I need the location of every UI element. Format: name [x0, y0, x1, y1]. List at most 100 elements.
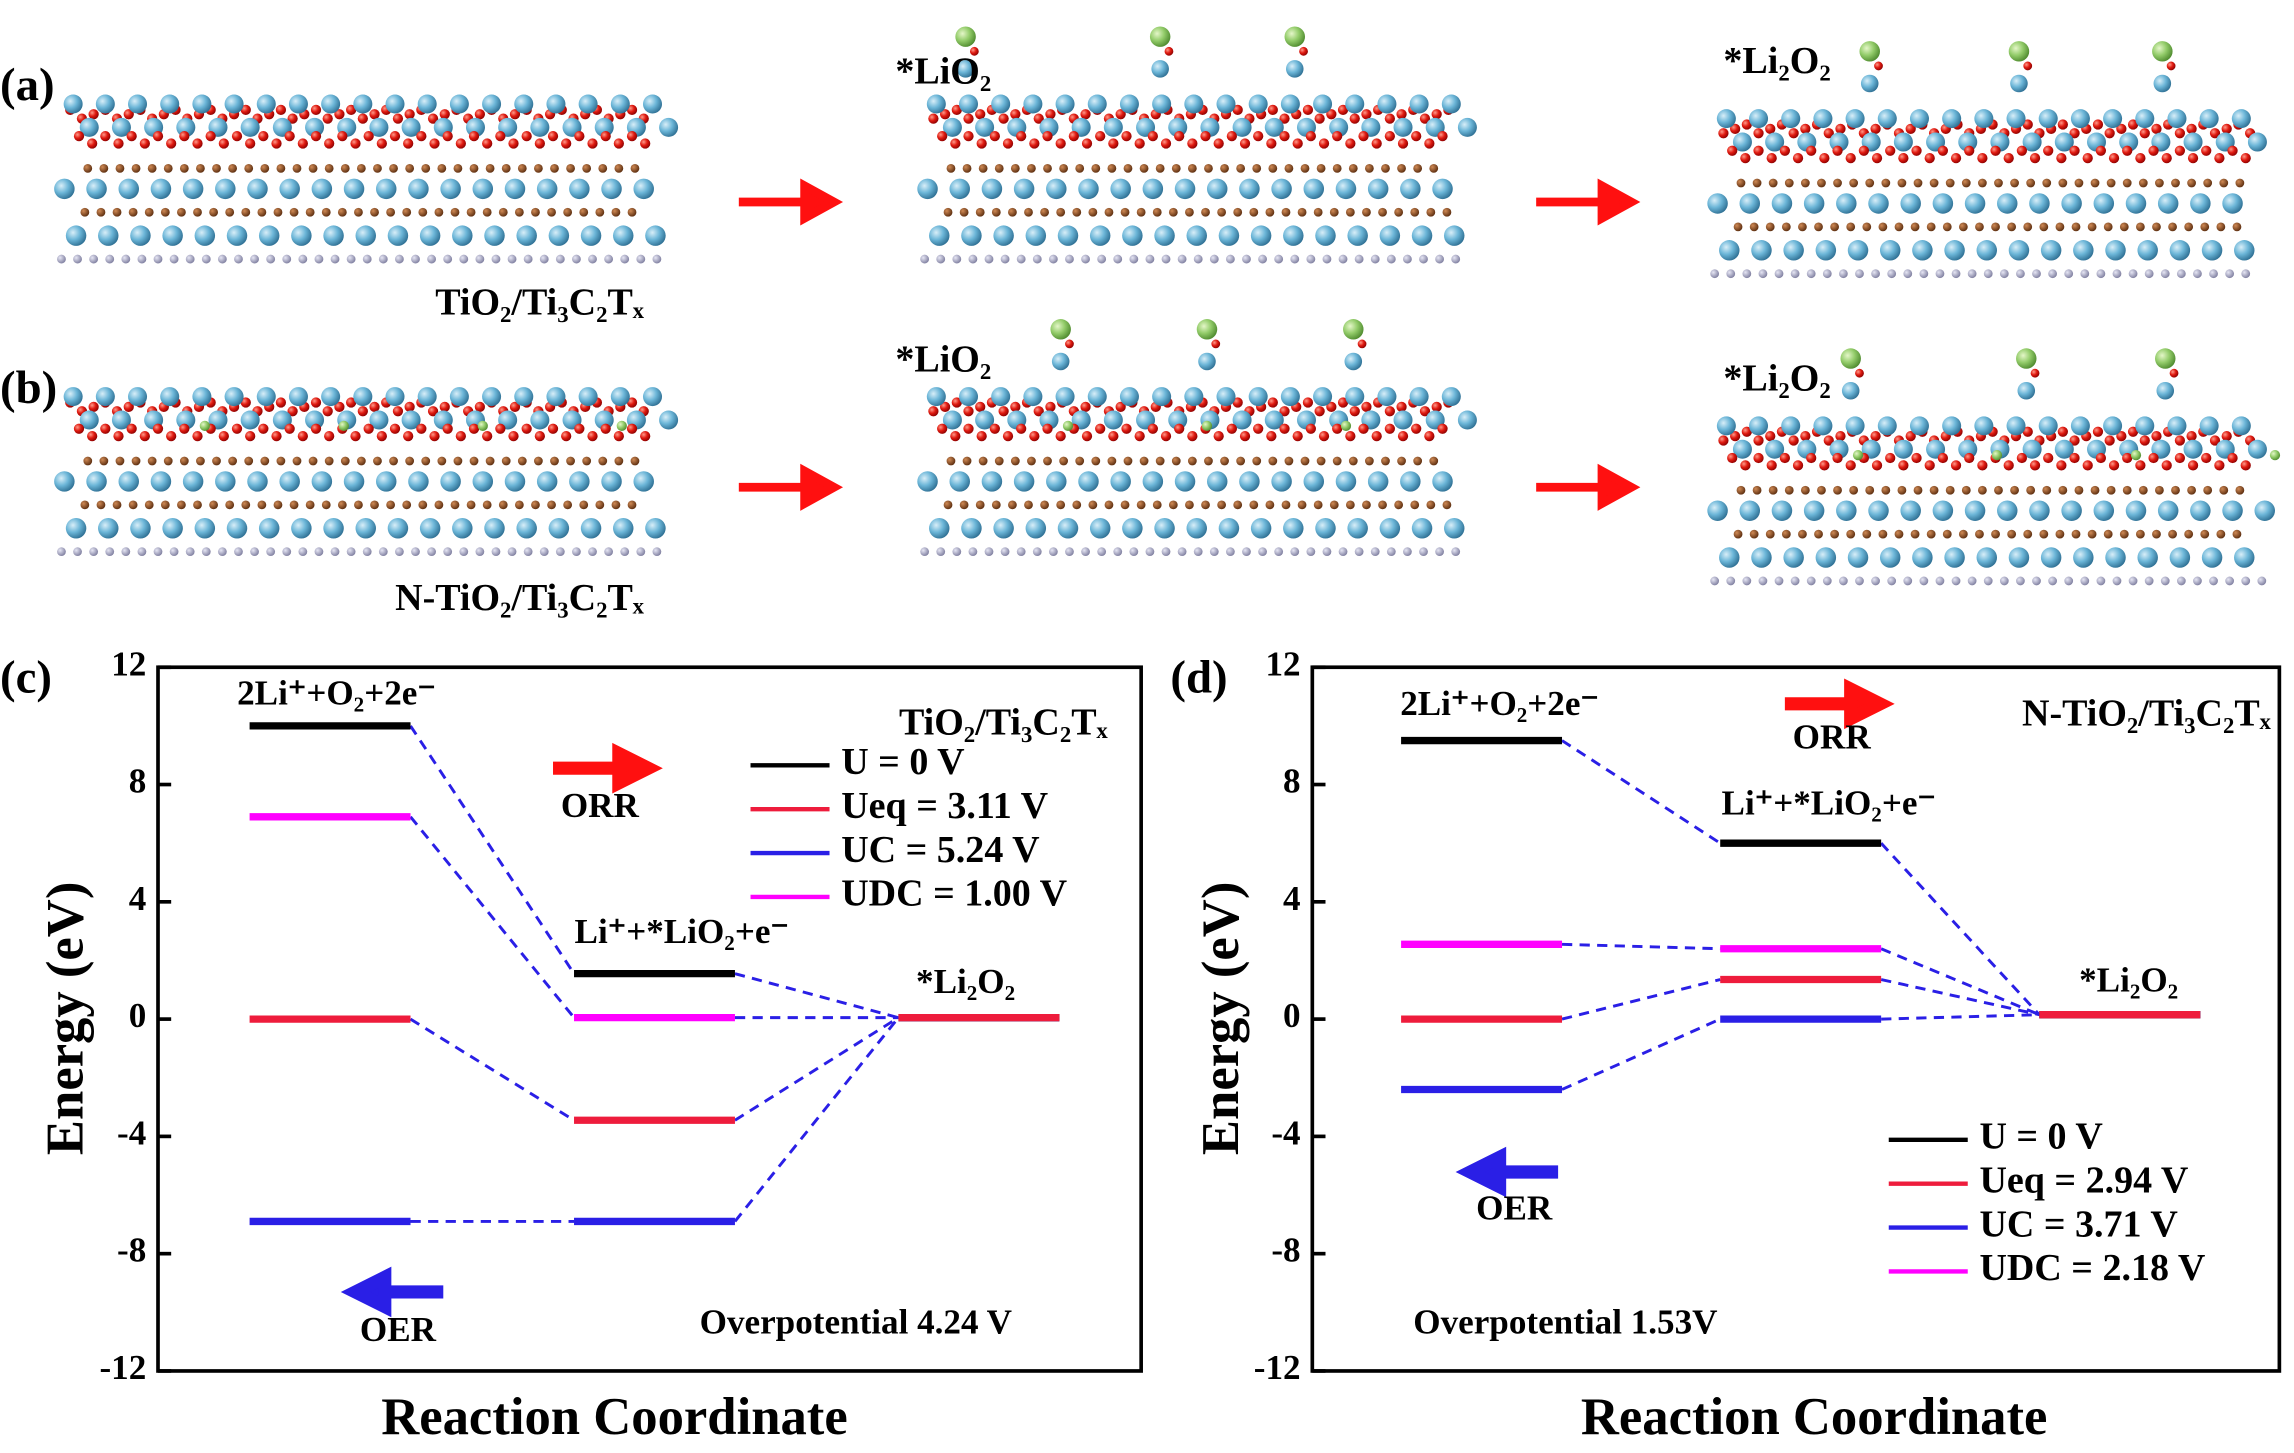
atom — [2039, 222, 2049, 232]
atom — [1040, 500, 1049, 510]
atom — [1042, 131, 1053, 142]
atom — [1732, 439, 1752, 459]
atom — [1974, 109, 1994, 129]
atom — [1865, 485, 1875, 495]
atom — [1898, 153, 1909, 164]
atom — [2240, 460, 2251, 471]
atom — [959, 94, 979, 114]
atom — [1870, 430, 1881, 442]
atom — [939, 109, 951, 120]
atom — [1055, 138, 1066, 149]
atom — [1781, 529, 1791, 539]
atom — [2199, 109, 2219, 129]
atom — [1010, 456, 1020, 466]
atom — [343, 471, 365, 492]
atom — [1749, 222, 1759, 232]
atom — [443, 254, 453, 264]
atom — [1209, 547, 1219, 557]
atom — [1264, 117, 1284, 137]
atom — [1253, 131, 1264, 142]
atom — [1209, 254, 1219, 264]
atom — [920, 547, 930, 557]
atom — [1378, 500, 1387, 510]
atom — [2069, 145, 2080, 156]
atom — [1113, 254, 1123, 264]
atom — [501, 456, 511, 466]
atom — [212, 456, 221, 466]
atom — [179, 423, 190, 434]
atom — [245, 430, 256, 442]
atom — [1322, 254, 1332, 264]
atom — [1335, 178, 1357, 200]
atom — [218, 430, 229, 442]
atom — [2222, 500, 2243, 521]
atom — [2092, 426, 2104, 437]
atom — [73, 131, 85, 142]
atom — [1152, 500, 1162, 510]
atom — [83, 163, 93, 173]
atom — [2074, 178, 2084, 188]
atom — [1964, 452, 1975, 464]
atom — [1318, 138, 1330, 149]
atom — [1348, 163, 1358, 173]
atom — [1108, 138, 1119, 149]
atom — [1823, 128, 1834, 139]
atom — [453, 163, 463, 173]
atom — [2135, 416, 2155, 436]
atom — [1860, 74, 1879, 93]
atom — [1055, 94, 1075, 114]
atom — [1991, 529, 2000, 539]
atom — [1283, 225, 1304, 246]
atom — [1025, 225, 1047, 246]
atom — [610, 94, 630, 114]
atom — [1059, 163, 1068, 173]
atom — [260, 456, 270, 466]
atom — [1903, 576, 1913, 586]
atom — [2106, 178, 2116, 188]
atom — [100, 423, 111, 434]
atom — [2006, 416, 2026, 436]
atom — [179, 131, 190, 142]
atom — [2135, 460, 2146, 471]
atom — [1736, 178, 1746, 188]
atom — [1803, 500, 1825, 521]
atom — [282, 254, 292, 264]
atom — [2160, 576, 2170, 586]
atom — [1239, 430, 1251, 442]
atom — [482, 138, 493, 149]
atom — [1300, 163, 1310, 173]
atom — [258, 131, 269, 142]
orr-arrow — [553, 742, 663, 794]
atom — [322, 406, 333, 417]
atom — [2214, 153, 2225, 164]
atom — [613, 430, 624, 442]
atom — [978, 163, 988, 173]
atom — [630, 163, 640, 173]
atom — [1849, 485, 1859, 495]
atom — [2022, 119, 2033, 130]
atom — [588, 547, 597, 557]
atom — [1134, 138, 1145, 149]
atom — [595, 207, 605, 217]
atom — [1252, 456, 1262, 466]
atom — [630, 456, 640, 466]
atom — [468, 423, 480, 434]
atom — [482, 207, 492, 217]
atom — [194, 225, 216, 246]
atom — [324, 138, 335, 149]
atom — [659, 410, 679, 430]
atom — [917, 178, 938, 200]
atom — [975, 410, 995, 430]
atom — [1089, 225, 1111, 246]
atom — [1845, 416, 1865, 436]
atom — [1213, 138, 1224, 149]
atom — [401, 410, 421, 430]
atom — [1185, 500, 1194, 510]
atom — [452, 518, 473, 539]
atom — [1168, 117, 1188, 137]
atom — [555, 547, 565, 557]
atom — [408, 178, 429, 200]
atom — [1929, 485, 1939, 495]
atom — [942, 117, 962, 137]
